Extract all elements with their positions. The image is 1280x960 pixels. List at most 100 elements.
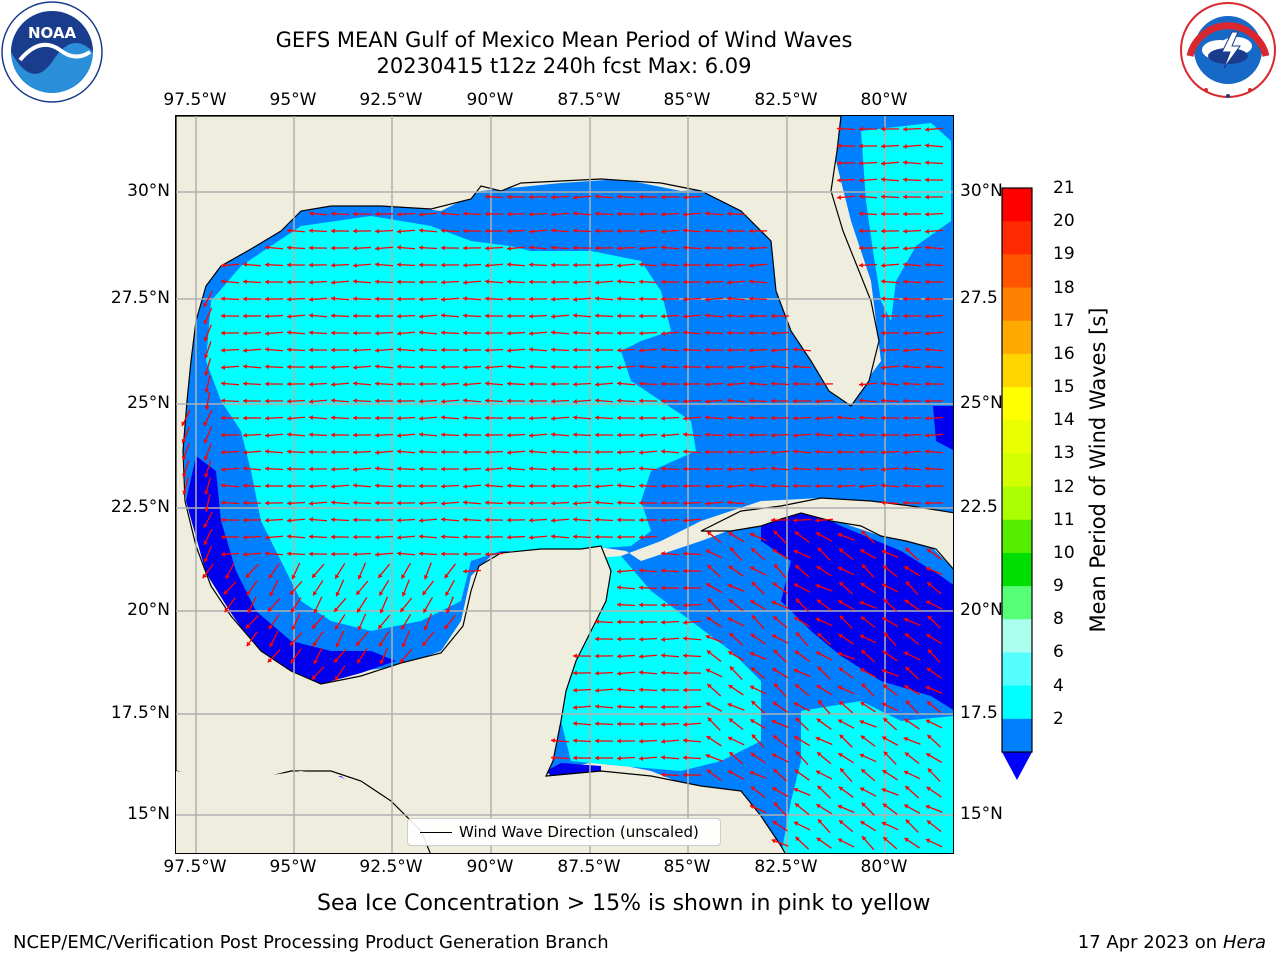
wind-wave-arrowhead — [793, 449, 798, 454]
wind-wave-arrowhead — [925, 433, 930, 438]
wind-wave-arrowhead — [419, 262, 423, 268]
wind-wave-arrowhead — [661, 687, 665, 693]
wind-wave-arrowhead — [927, 615, 932, 621]
wind-wave-arrowhead — [881, 432, 885, 438]
wind-wave-arrowhead — [859, 398, 864, 403]
wind-wave-arrowhead — [683, 500, 687, 506]
wind-wave-arrowhead — [707, 683, 712, 689]
wind-wave-arrowhead — [595, 738, 599, 744]
colorbar-band — [1002, 287, 1032, 322]
wind-wave-arrowhead — [551, 416, 556, 421]
wind-wave-arrowhead — [397, 364, 401, 370]
wind-wave-arrowhead — [749, 398, 753, 404]
wind-wave-arrowhead — [859, 466, 863, 472]
wind-wave-arrowhead — [903, 160, 908, 165]
wind-wave-arrowhead — [221, 415, 225, 421]
wind-wave-arrowhead — [375, 296, 379, 302]
wind-wave-arrowhead — [529, 194, 533, 200]
colorbar-tick-label: 10 — [1053, 542, 1075, 563]
wind-wave-arrowhead — [883, 598, 888, 604]
wind-wave-arrowhead — [661, 670, 665, 676]
wind-wave-arrowhead — [529, 364, 533, 370]
wind-wave-arrowhead — [375, 450, 380, 455]
wind-wave-arrowhead — [881, 279, 886, 284]
wind-wave-arrowhead — [750, 600, 755, 605]
wind-wave-arrowhead — [441, 466, 445, 472]
lon-tick-bottom: 90°W — [466, 857, 514, 877]
wind-wave-arrowhead — [749, 483, 754, 488]
colorbar-tick-label: 8 — [1053, 609, 1064, 630]
wind-wave-arrowhead — [815, 483, 819, 489]
wind-wave-arrowhead — [353, 534, 357, 540]
wind-wave-arrowhead — [927, 734, 932, 740]
wind-wave-arrowhead — [333, 658, 339, 663]
wind-wave-arrowhead — [815, 736, 821, 742]
wind-wave-arrowhead — [375, 534, 379, 540]
wind-wave-arrowhead — [243, 330, 247, 336]
wind-wave-arrowhead — [268, 573, 274, 579]
wind-wave-arrowhead — [881, 245, 885, 251]
wind-wave-arrowhead — [267, 658, 273, 663]
wind-wave-arrowhead — [727, 583, 733, 589]
wind-wave-arrowhead — [683, 704, 687, 710]
wind-wave-arrowhead — [529, 211, 533, 217]
wind-wave-arrowhead — [683, 653, 687, 659]
wind-wave-arrowhead — [485, 228, 489, 234]
wind-wave-arrowhead — [661, 500, 665, 506]
wind-wave-arrowhead — [463, 347, 467, 353]
wind-wave-arrowhead — [243, 517, 247, 523]
wind-wave-arrowhead — [419, 364, 423, 370]
wind-wave-arrowhead — [859, 262, 863, 268]
wind-wave-arrowhead — [400, 658, 405, 663]
wind-wave-arrowhead — [881, 347, 885, 353]
wind-wave-arrowhead — [727, 500, 732, 505]
wind-wave-arrowhead — [397, 500, 401, 506]
wind-wave-arrowhead — [353, 500, 357, 506]
wind-wave-arrowhead — [661, 602, 665, 608]
wind-wave-arrowhead — [397, 313, 401, 319]
wind-wave-arrowhead — [661, 245, 666, 250]
wind-wave-arrowhead — [793, 483, 797, 489]
wind-wave-arrowhead — [243, 483, 247, 489]
wave-period-region — [861, 123, 951, 321]
wind-wave-arrowhead — [287, 534, 292, 539]
wind-wave-arrowhead — [707, 717, 713, 722]
wind-wave-arrowhead — [573, 466, 577, 472]
wind-wave-arrowhead — [463, 500, 468, 505]
wind-wave-arrowhead — [838, 548, 844, 553]
wind-wave-arrowhead — [772, 549, 777, 554]
wind-wave-arrowhead — [683, 262, 687, 268]
wind-wave-arrowhead — [309, 313, 314, 318]
wind-wave-arrowhead — [309, 279, 313, 285]
wind-wave-arrowhead — [243, 348, 248, 353]
wind-wave-arrowhead — [639, 466, 644, 471]
wind-wave-arrowhead — [243, 415, 247, 421]
colorbar-tick-label: 12 — [1053, 476, 1075, 497]
colorbar-tick-label: 11 — [1053, 509, 1075, 530]
wind-wave-arrowhead — [925, 449, 930, 454]
wind-wave-arrowhead — [331, 534, 335, 540]
wind-wave-arrowhead — [925, 364, 929, 370]
wind-wave-arrowhead — [772, 668, 777, 673]
wind-wave-arrowhead — [595, 313, 599, 319]
wind-wave-arrowhead — [265, 313, 269, 319]
wind-wave-arrowhead — [309, 297, 314, 302]
wind-wave-arrowhead — [309, 399, 314, 404]
wind-wave-arrowhead — [331, 484, 336, 489]
wind-wave-arrowhead — [639, 619, 643, 625]
wind-wave-arrowhead — [423, 574, 429, 580]
wind-wave-arrowhead — [441, 313, 446, 318]
wind-wave-arrowhead — [311, 675, 317, 680]
wind-wave-arrowhead — [728, 565, 734, 570]
wind-wave-arrowhead — [793, 787, 799, 793]
wind-wave-arrowhead — [661, 483, 665, 489]
wind-wave-arrowhead — [595, 347, 599, 353]
wind-wave-arrowhead — [221, 483, 226, 488]
wind-wave-arrowhead — [419, 518, 424, 523]
wind-wave-arrowhead — [289, 641, 295, 646]
wind-wave-arrowhead — [639, 398, 643, 404]
lat-tick-right: 20°N — [960, 600, 1003, 620]
wind-wave-arrowhead — [639, 534, 643, 540]
map-title: GEFS MEAN Gulf of Mexico Mean Period of … — [275, 28, 853, 52]
wind-wave-arrowhead — [463, 313, 467, 319]
